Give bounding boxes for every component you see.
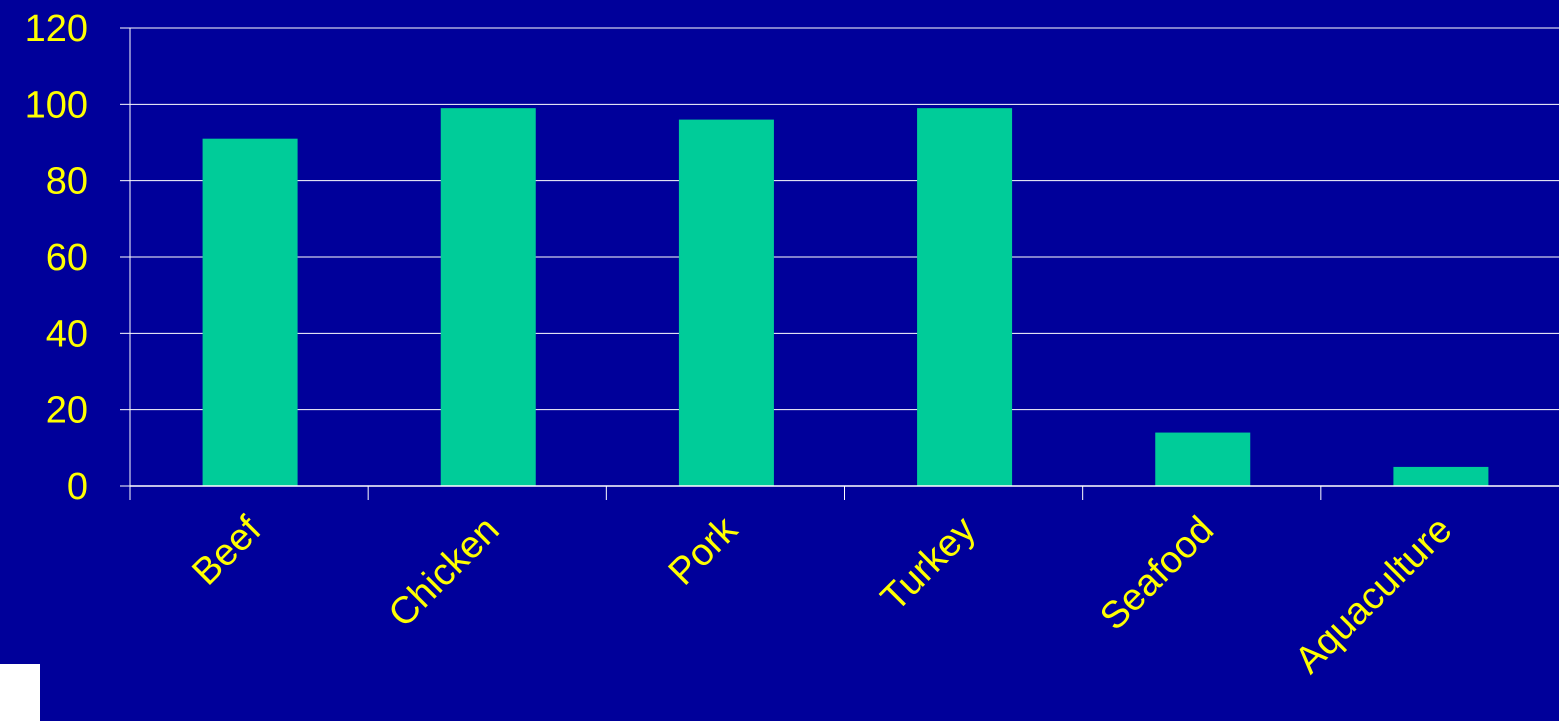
- y-tick-label: 60: [46, 237, 88, 279]
- x-tick-label: Seafood: [1092, 509, 1222, 639]
- y-tick-label: 100: [25, 84, 88, 126]
- bar-aquaculture: [1393, 466, 1489, 486]
- y-tick-label: 40: [46, 313, 88, 355]
- bars: [202, 108, 1489, 487]
- axes: [120, 27, 1559, 500]
- bar-seafood: [1155, 432, 1251, 486]
- bar-pork: [678, 119, 774, 486]
- grid-lines: [130, 27, 1559, 411]
- x-tick-labels: Beef Chicken Pork Turkey Seafood Aquaculture: [184, 508, 1460, 682]
- x-tick-label: Pork: [661, 508, 747, 594]
- bar-beef: [202, 138, 298, 486]
- y-tick-label: 20: [46, 390, 88, 432]
- y-tick-label: 80: [46, 161, 88, 203]
- x-tick-label: Beef: [184, 508, 269, 593]
- x-tick-label: Aquaculture: [1287, 509, 1460, 682]
- x-tick-label: Turkey: [873, 509, 984, 620]
- y-tick-labels: 0 20 40 60 80 100 120: [25, 8, 88, 508]
- bar-chicken: [440, 108, 536, 487]
- bar-turkey: [917, 108, 1013, 487]
- y-tick-label: 120: [25, 8, 88, 50]
- y-tick-label: 0: [67, 466, 88, 508]
- x-tick-label: Chicken: [381, 509, 508, 636]
- white-corner-patch: [0, 664, 40, 721]
